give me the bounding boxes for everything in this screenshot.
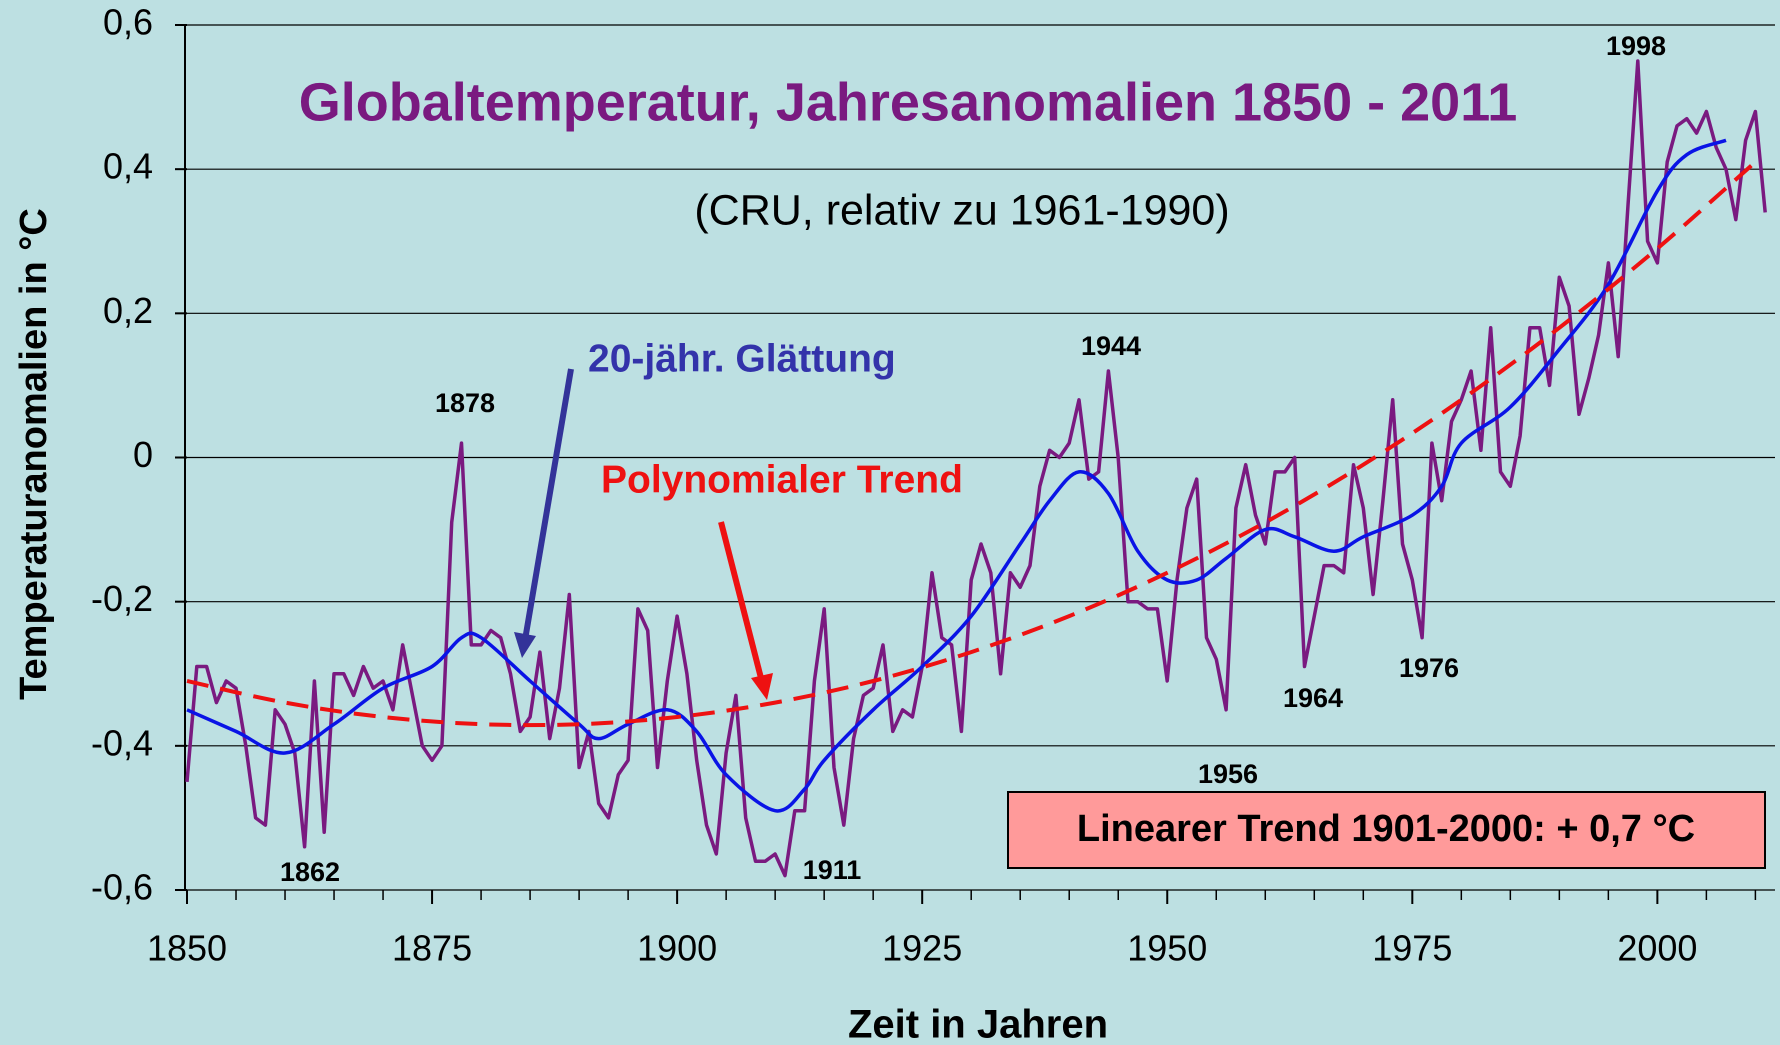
- chart-title: Globaltemperatur, Jahresanomalien 1850 -…: [299, 72, 1518, 132]
- x-tick-label: 1925: [882, 928, 962, 969]
- chart-subtitle: (CRU, relativ zu 1961-1990): [694, 186, 1229, 234]
- arrow: [718, 521, 765, 683]
- plot-area: [185, 59, 1767, 878]
- x-tick-label: 2000: [1617, 928, 1697, 969]
- y-tick-label: 0: [133, 434, 153, 475]
- year-label: 1911: [803, 855, 862, 885]
- series-line: [185, 59, 1767, 878]
- annotation: Polynomialer Trend: [601, 458, 963, 501]
- series-line: [186, 160, 1757, 728]
- x-tick-label: 1975: [1372, 928, 1452, 969]
- x-tick-label: 1900: [637, 928, 717, 969]
- annotation-box: [1007, 791, 1766, 869]
- year-label: 1944: [1081, 331, 1141, 361]
- series-line: [186, 138, 1727, 813]
- x-tick-label: 1950: [1127, 928, 1207, 969]
- year-label: 1956: [1198, 759, 1258, 789]
- year-label: 1878: [435, 388, 495, 418]
- y-tick-label: -0,2: [91, 578, 153, 619]
- y-tick-label: -0,6: [91, 867, 153, 908]
- annotation: Linearer Trend 1901-2000: + 0,7 °C: [1077, 808, 1695, 850]
- annotation: 20-jähr. Glättung: [588, 337, 896, 380]
- y-axis-label: Temperaturanomalien in °C: [13, 208, 55, 700]
- y-tick-label: -0,4: [91, 722, 153, 763]
- y-tick-label: 0,2: [103, 290, 153, 331]
- x-tick-label: 1875: [392, 928, 472, 969]
- arrow-head: [751, 673, 773, 700]
- grid: -0,6 -0,4 -0,2 0 0,2 0,4 0,6 1850 1875 1900 1925 19…: [91, 2, 1775, 969]
- arrow-head: [514, 632, 536, 658]
- year-label: 1976: [1399, 653, 1459, 683]
- y-tick-label: 0,4: [103, 146, 153, 187]
- y-tick-label: 0,6: [103, 2, 153, 43]
- x-tick-label: 1850: [147, 928, 227, 969]
- arrow: [522, 368, 574, 641]
- year-label: 1862: [280, 857, 340, 887]
- year-label: 1964: [1283, 683, 1343, 713]
- year-label: 1998: [1606, 31, 1666, 61]
- x-axis-label: Zeit in Jahren: [848, 1003, 1108, 1045]
